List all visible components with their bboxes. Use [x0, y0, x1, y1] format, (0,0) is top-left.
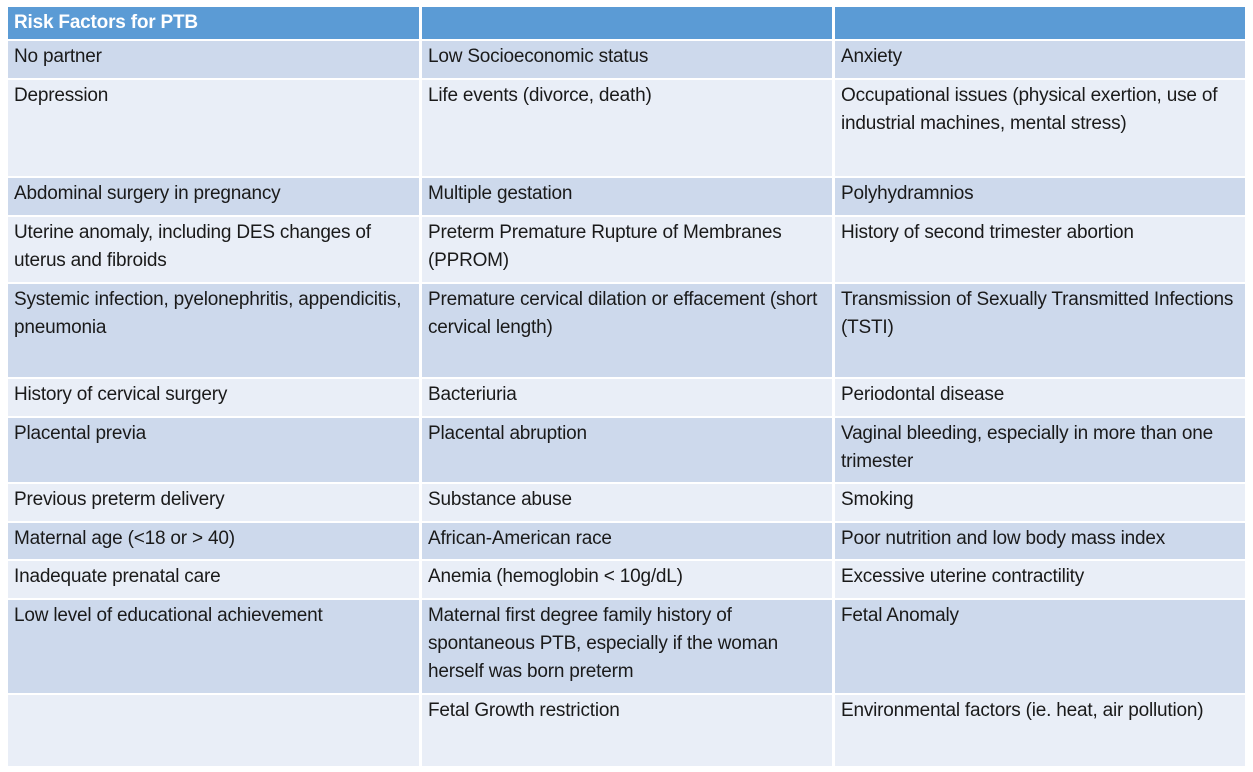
- table-row: Fetal Growth restriction Environmental f…: [8, 695, 1245, 766]
- table-cell: Placental previa: [8, 418, 419, 482]
- table-cell: No partner: [8, 41, 419, 78]
- table-cell: Smoking: [835, 484, 1245, 521]
- table-cell: Depression: [8, 80, 419, 176]
- table-cell: Environmental factors (ie. heat, air pol…: [835, 695, 1245, 766]
- table-row: Previous preterm delivery Substance abus…: [8, 484, 1245, 521]
- table-cell: Vaginal bleeding, especially in more tha…: [835, 418, 1245, 482]
- table-cell: Fetal Anomaly: [835, 600, 1245, 693]
- table-row: No partner Low Socioeconomic status Anxi…: [8, 41, 1245, 78]
- table-cell: Systemic infection, pyelonephritis, appe…: [8, 284, 419, 377]
- table-cell: Previous preterm delivery: [8, 484, 419, 521]
- table-row: Depression Life events (divorce, death) …: [8, 80, 1245, 176]
- table-row: Maternal age (<18 or > 40) African-Ameri…: [8, 523, 1245, 559]
- table-cell: Substance abuse: [422, 484, 832, 521]
- table-title: Risk Factors for PTB: [8, 7, 419, 39]
- table-cell: Fetal Growth restriction: [422, 695, 832, 766]
- table-cell: Low Socioeconomic status: [422, 41, 832, 78]
- table-row: Low level of educational achievement Mat…: [8, 600, 1245, 693]
- table-row: Placental previa Placental abruption Vag…: [8, 418, 1245, 482]
- table-cell: Inadequate prenatal care: [8, 561, 419, 598]
- table-cell: African-American race: [422, 523, 832, 559]
- table-row: Abdominal surgery in pregnancy Multiple …: [8, 178, 1245, 215]
- table-cell: [8, 695, 419, 766]
- table-cell: Anxiety: [835, 41, 1245, 78]
- table-cell: Transmission of Sexually Transmitted Inf…: [835, 284, 1245, 377]
- table-cell: Life events (divorce, death): [422, 80, 832, 176]
- table-header-row: Risk Factors for PTB: [8, 7, 1245, 39]
- table-cell: History of second trimester abortion: [835, 217, 1245, 282]
- table-cell: Uterine anomaly, including DES changes o…: [8, 217, 419, 282]
- table-cell: Excessive uterine contractility: [835, 561, 1245, 598]
- table-row: History of cervical surgery Bacteriuria …: [8, 379, 1245, 416]
- table-cell: Preterm Premature Rupture of Membranes (…: [422, 217, 832, 282]
- table-cell: Poor nutrition and low body mass index: [835, 523, 1245, 559]
- table-header-cell: [835, 7, 1245, 39]
- table-cell: Periodontal disease: [835, 379, 1245, 416]
- table-cell: Maternal age (<18 or > 40): [8, 523, 419, 559]
- table-cell: Occupational issues (physical exertion, …: [835, 80, 1245, 176]
- table-cell: Polyhydramnios: [835, 178, 1245, 215]
- table-cell: History of cervical surgery: [8, 379, 419, 416]
- table-header-cell: [422, 7, 832, 39]
- table-cell: Anemia (hemoglobin < 10g/dL): [422, 561, 832, 598]
- table-cell: Low level of educational achievement: [8, 600, 419, 693]
- table-row: Uterine anomaly, including DES changes o…: [8, 217, 1245, 282]
- table-cell: Placental abruption: [422, 418, 832, 482]
- table-cell: Premature cervical dilation or effacemen…: [422, 284, 832, 377]
- table-cell: Abdominal surgery in pregnancy: [8, 178, 419, 215]
- table-row: Systemic infection, pyelonephritis, appe…: [8, 284, 1245, 377]
- table-cell: Bacteriuria: [422, 379, 832, 416]
- risk-factors-table: Risk Factors for PTB No partner Low Soci…: [5, 5, 1248, 768]
- table-cell: Maternal first degree family history of …: [422, 600, 832, 693]
- table-cell: Multiple gestation: [422, 178, 832, 215]
- table-row: Inadequate prenatal care Anemia (hemoglo…: [8, 561, 1245, 598]
